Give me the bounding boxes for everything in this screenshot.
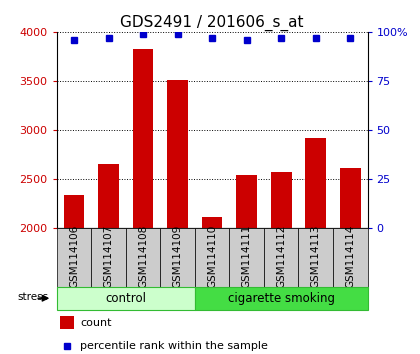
Text: GSM114112: GSM114112 bbox=[276, 225, 286, 288]
Text: GSM114110: GSM114110 bbox=[207, 225, 217, 288]
Bar bbox=[271, 172, 291, 228]
Bar bbox=[57, 228, 91, 287]
Bar bbox=[57, 287, 195, 310]
Text: GSM114106: GSM114106 bbox=[69, 225, 79, 288]
Text: GSM114108: GSM114108 bbox=[138, 225, 148, 288]
Bar bbox=[305, 138, 326, 228]
Bar bbox=[126, 228, 160, 287]
Text: GSM114109: GSM114109 bbox=[173, 225, 183, 288]
Bar bbox=[91, 228, 126, 287]
Bar bbox=[340, 169, 361, 228]
Bar bbox=[229, 228, 264, 287]
Bar bbox=[133, 48, 153, 228]
Text: control: control bbox=[105, 292, 146, 305]
Bar bbox=[63, 195, 84, 228]
Bar bbox=[202, 217, 223, 228]
Text: cigarette smoking: cigarette smoking bbox=[228, 292, 335, 305]
Text: GSM114107: GSM114107 bbox=[103, 225, 113, 288]
Title: GDS2491 / 201606_s_at: GDS2491 / 201606_s_at bbox=[121, 14, 304, 30]
Text: GSM114111: GSM114111 bbox=[241, 225, 252, 288]
Bar bbox=[98, 165, 119, 228]
Bar bbox=[299, 228, 333, 287]
Bar bbox=[60, 316, 74, 329]
Text: GSM114113: GSM114113 bbox=[311, 225, 321, 288]
Bar bbox=[333, 228, 368, 287]
Text: GSM114114: GSM114114 bbox=[345, 225, 355, 288]
Bar bbox=[195, 287, 368, 310]
Text: stress: stress bbox=[17, 292, 48, 302]
Bar bbox=[167, 80, 188, 228]
Bar bbox=[264, 228, 299, 287]
Bar bbox=[236, 175, 257, 228]
Bar bbox=[195, 228, 229, 287]
Text: percentile rank within the sample: percentile rank within the sample bbox=[80, 341, 268, 351]
Text: count: count bbox=[80, 318, 112, 328]
Bar bbox=[160, 228, 195, 287]
